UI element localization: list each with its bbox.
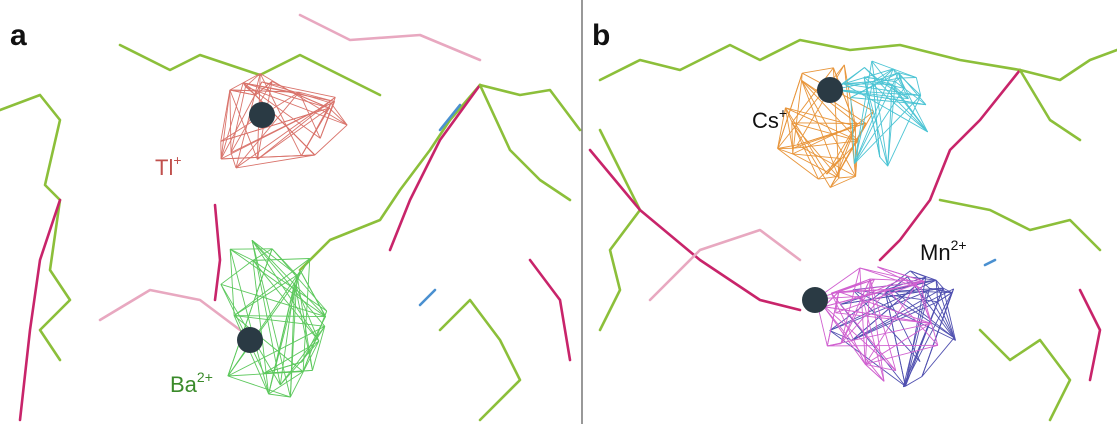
stick: [1080, 290, 1100, 380]
stick: [980, 330, 1070, 420]
mesh: [221, 74, 347, 168]
stick: [480, 85, 580, 130]
mesh-line: [827, 345, 938, 346]
mesh-line: [292, 92, 330, 108]
mesh-line: [272, 249, 297, 275]
mesh: [834, 61, 928, 166]
stick: [600, 40, 1020, 80]
molecular-sticks: [0, 15, 1117, 420]
ion-label: Ba2+: [170, 369, 213, 397]
mesh-line: [313, 326, 325, 370]
ion-symbol: Mn: [920, 240, 951, 265]
stick: [100, 290, 240, 330]
mesh-line: [824, 307, 931, 324]
stick: [215, 205, 220, 300]
stick: [600, 130, 640, 330]
stick: [1020, 70, 1080, 140]
mesh-line: [922, 338, 954, 377]
mesh-line: [830, 176, 855, 187]
mesh-line: [295, 259, 310, 284]
stick: [300, 15, 480, 60]
mesh-line: [231, 87, 246, 153]
mesh-line: [910, 271, 926, 277]
ion-charge: 2+: [197, 369, 213, 385]
stick: [1020, 50, 1117, 80]
stick: [390, 85, 480, 250]
mesh-line: [234, 316, 325, 327]
stick: [985, 260, 995, 265]
mesh-line: [234, 259, 310, 316]
mesh-line: [792, 123, 857, 124]
mesh-line: [778, 149, 793, 154]
stick: [650, 230, 800, 300]
mesh-line: [221, 90, 230, 159]
mesh-line: [792, 123, 839, 178]
ion-label: Mn2+: [920, 237, 967, 265]
mesh-line: [793, 80, 802, 153]
ion-charge: +: [173, 152, 181, 168]
ion-label: Tl+: [155, 152, 182, 180]
mesh-line: [865, 364, 884, 381]
mesh-line: [315, 125, 347, 155]
stick: [0, 95, 70, 360]
mesh-line: [230, 90, 231, 153]
mesh: [221, 240, 327, 397]
atom: [237, 327, 263, 353]
atom: [802, 287, 828, 313]
mesh-line: [221, 260, 253, 284]
figure: a b Tl+ Ba2+ Cs+ Mn2+: [0, 0, 1117, 424]
mesh-line: [231, 153, 236, 168]
stick: [440, 300, 520, 420]
stick: [420, 290, 435, 305]
mesh-line: [900, 78, 917, 79]
atom: [817, 77, 843, 103]
ion-symbol: Ba: [170, 372, 198, 397]
mesh-line: [827, 292, 838, 346]
ion-charge: +: [779, 105, 787, 121]
stick: [480, 85, 570, 200]
mesh-line: [802, 68, 833, 73]
page: {"panels": [ {"label": "a", "ions": [{"s…: [0, 0, 1117, 424]
mesh-line: [792, 123, 831, 188]
panel-label: b: [592, 19, 610, 52]
density-meshes: [221, 61, 956, 397]
panel-label: a: [10, 19, 27, 52]
ion-charge: 2+: [951, 237, 967, 253]
mesh-line: [905, 288, 943, 386]
mesh-line: [862, 296, 884, 381]
atom: [249, 102, 275, 128]
mesh-line: [230, 249, 253, 260]
mesh-line: [329, 108, 347, 125]
ion-symbol: Cs: [752, 108, 779, 133]
mesh-line: [792, 123, 793, 154]
stick: [530, 260, 570, 360]
ion-symbol: Tl: [155, 155, 173, 180]
